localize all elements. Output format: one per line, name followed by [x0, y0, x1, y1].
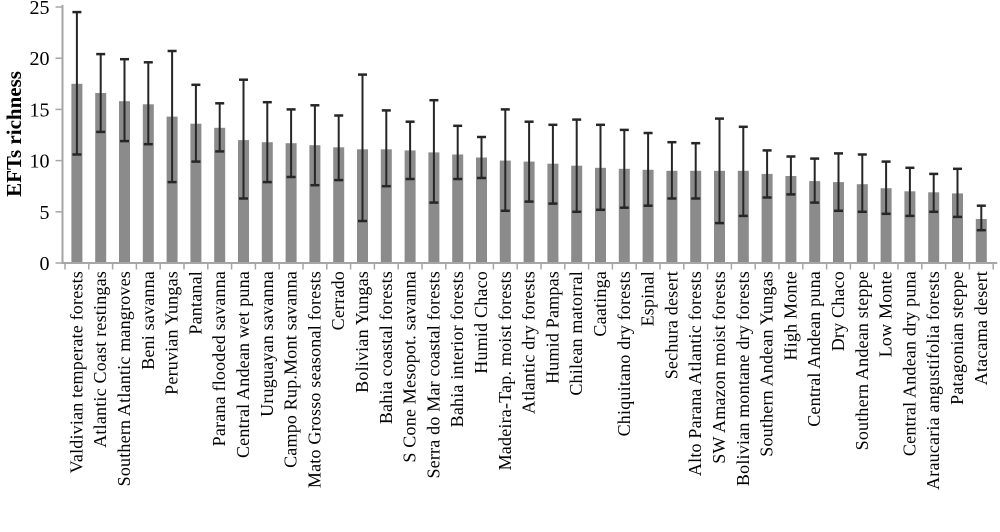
x-category-label: Araucaria angustifolia forests	[923, 271, 943, 490]
bar	[785, 176, 797, 263]
x-category-labels: Valdivian temperate forests Atlantic Coas…	[66, 271, 990, 490]
y-axis-title: EFTs richness	[2, 71, 26, 197]
x-category-label: Parana flooded savanna	[209, 271, 229, 446]
bar	[666, 170, 678, 263]
x-category-label: Bolivian Yungas	[352, 271, 372, 393]
x-category-label: Bolivian montane dry forests	[733, 271, 753, 486]
x-category-label: Alto Parana Atlantic forests	[685, 271, 705, 476]
bar	[595, 167, 606, 263]
bar	[71, 83, 83, 263]
bar	[380, 149, 392, 263]
bar	[428, 152, 440, 263]
bar	[214, 127, 226, 263]
x-category-label: Low Monte	[876, 271, 896, 357]
x-category-label: S Cone Mesopot. savanna	[400, 271, 420, 463]
bar	[309, 145, 321, 263]
x-axis	[62, 262, 998, 270]
bar	[238, 140, 249, 263]
bar	[95, 93, 107, 263]
x-category-label: Southern Andean Yungas	[757, 271, 777, 457]
bar	[261, 142, 273, 263]
x-category-label: Campo Rup.Mont savanna	[281, 271, 301, 468]
x-category-label: High Monte	[780, 271, 800, 361]
bar	[642, 169, 654, 263]
x-category-label: Mato Grosso seasonal forests	[304, 271, 324, 488]
x-category-label: Chilean matorral	[566, 271, 586, 396]
x-category-label: Bahia coastal forests	[376, 271, 396, 424]
bar	[547, 163, 559, 263]
x-category-label: Atacama desert	[971, 271, 991, 385]
x-category-label: Serra do Mar coastal forests	[423, 271, 443, 479]
bar	[166, 116, 178, 263]
x-category-label: Southern Atlantic mangroves	[114, 271, 134, 486]
bar	[618, 168, 630, 263]
x-category-label: Uruguayan savanna	[257, 271, 277, 417]
bar	[571, 165, 583, 263]
x-category-label: SW Amazon moist forests	[709, 271, 729, 464]
x-category-label: Cerrado	[328, 271, 348, 330]
bar	[142, 104, 154, 263]
x-category-label: Central Andean puna	[804, 271, 824, 427]
x-category-label: Atlantic Coast restingas	[90, 271, 110, 448]
x-category-label: Central Andean dry puna	[899, 271, 919, 456]
x-category-label: Chiquitano dry forests	[614, 271, 634, 436]
x-category-label: Valdivian temperate forests	[66, 271, 86, 473]
x-category-label: Southern Andean steppe	[852, 271, 872, 450]
y-tick-label: 25	[30, 0, 50, 19]
bar	[452, 154, 464, 263]
bar	[690, 170, 702, 263]
bar	[975, 219, 987, 263]
bar	[880, 188, 892, 263]
y-tick-label: 0	[40, 253, 50, 275]
x-category-label: Humid Pampas	[542, 271, 562, 384]
y-tick-label: 20	[30, 48, 50, 70]
bar	[904, 191, 916, 263]
bar	[404, 150, 416, 263]
bar	[952, 193, 963, 263]
error-bars-group	[72, 10, 986, 232]
x-category-label: Patagonian steppe	[947, 271, 967, 405]
bar	[833, 182, 844, 263]
x-category-label: Espinal	[638, 271, 658, 326]
bars-group	[71, 83, 987, 263]
bar	[928, 192, 940, 263]
bar	[190, 123, 202, 263]
bar	[285, 143, 297, 263]
y-tick-label: 10	[30, 151, 50, 173]
bar	[856, 184, 868, 263]
bar	[809, 181, 821, 263]
x-category-label: Caatinga	[590, 271, 610, 337]
bar	[476, 157, 487, 263]
x-category-label: Atlantic dry forests	[519, 271, 539, 414]
y-axis: 0 5 10 15 20 25	[30, 0, 64, 275]
x-category-label: Madeira-Tap. moist forests	[495, 271, 515, 470]
y-tick-label: 15	[30, 99, 50, 121]
bar	[523, 161, 535, 263]
x-category-label: Central Andean wet puna	[233, 271, 253, 458]
y-tick-label: 5	[40, 202, 50, 224]
x-category-label: Humid Chaco	[471, 271, 491, 374]
x-category-label: Beni savanna	[138, 271, 158, 370]
x-category-label: Bahia interior forests	[447, 271, 467, 427]
bar	[119, 101, 130, 263]
x-category-label: Dry Chaco	[828, 271, 848, 351]
x-category-label: Sechura desert	[661, 271, 681, 379]
bar	[333, 147, 345, 263]
bar	[761, 173, 773, 263]
x-category-label: Pantanal	[185, 271, 205, 335]
x-category-label: Peruvian Yungas	[162, 271, 182, 395]
